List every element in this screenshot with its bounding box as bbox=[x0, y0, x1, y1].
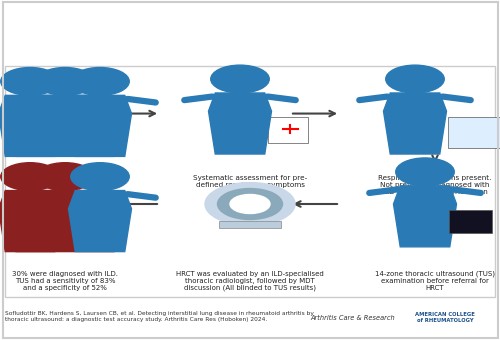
Circle shape bbox=[230, 194, 270, 214]
Text: Detecting Interstitial Lung Disease in Rheumatoid Arthritis by Thoracic: Detecting Interstitial Lung Disease in R… bbox=[14, 18, 486, 31]
Polygon shape bbox=[16, 190, 114, 252]
Circle shape bbox=[211, 65, 269, 93]
Text: Systematic assessment for pre-
defined respiratory symptoms: Systematic assessment for pre- defined r… bbox=[193, 175, 307, 188]
Circle shape bbox=[396, 158, 454, 186]
Text: Arthritis Care & Research: Arthritis Care & Research bbox=[310, 314, 395, 321]
Text: 30% were diagnosed with ILD.
TUS had a sensitivity of 83%
and a specificity of 5: 30% were diagnosed with ILD. TUS had a s… bbox=[12, 271, 118, 291]
Text: Ultrasound (AURORA). A Diagnostic Test Accuracy Study: Ultrasound (AURORA). A Diagnostic Test A… bbox=[63, 42, 437, 55]
Circle shape bbox=[36, 163, 94, 190]
Polygon shape bbox=[16, 95, 114, 156]
Polygon shape bbox=[0, 95, 62, 156]
Circle shape bbox=[36, 68, 94, 95]
Polygon shape bbox=[68, 95, 132, 156]
Text: AMERICAN COLLEGE
of RHEUMATOLOGY: AMERICAN COLLEGE of RHEUMATOLOGY bbox=[415, 312, 475, 323]
Polygon shape bbox=[394, 186, 456, 247]
Text: Individuals with RA
attending planned visits at
their local outpatient clinic: Individuals with RA attending planned vi… bbox=[16, 175, 114, 195]
Circle shape bbox=[71, 68, 129, 95]
FancyBboxPatch shape bbox=[219, 221, 281, 228]
Polygon shape bbox=[0, 190, 62, 252]
FancyBboxPatch shape bbox=[268, 117, 308, 143]
FancyBboxPatch shape bbox=[448, 210, 492, 233]
Polygon shape bbox=[208, 93, 272, 154]
Text: 14-zone thoracic ultrasound (TUS)
examination before referral for
HRCT: 14-zone thoracic ultrasound (TUS) examin… bbox=[375, 271, 495, 291]
FancyBboxPatch shape bbox=[5, 66, 495, 297]
Circle shape bbox=[71, 163, 129, 190]
Circle shape bbox=[386, 65, 444, 93]
Text: HRCT was evaluated by an ILD-specialised
thoracic radiologist, followed by MDT
d: HRCT was evaluated by an ILD-specialised… bbox=[176, 271, 324, 291]
Polygon shape bbox=[384, 93, 446, 154]
FancyBboxPatch shape bbox=[448, 117, 500, 148]
Circle shape bbox=[205, 183, 295, 225]
Circle shape bbox=[1, 163, 60, 190]
Text: Respiratory symptoms present.
Not previously diagnosed with
ILD and no recent HR: Respiratory symptoms present. Not previo… bbox=[378, 175, 492, 195]
Text: Sofludottir BK, Hardens S, Laursen CB, et al. Detecting interstitial lung diseas: Sofludottir BK, Hardens S, Laursen CB, e… bbox=[5, 311, 314, 322]
Circle shape bbox=[1, 68, 60, 95]
Circle shape bbox=[218, 188, 282, 220]
Polygon shape bbox=[68, 190, 132, 252]
